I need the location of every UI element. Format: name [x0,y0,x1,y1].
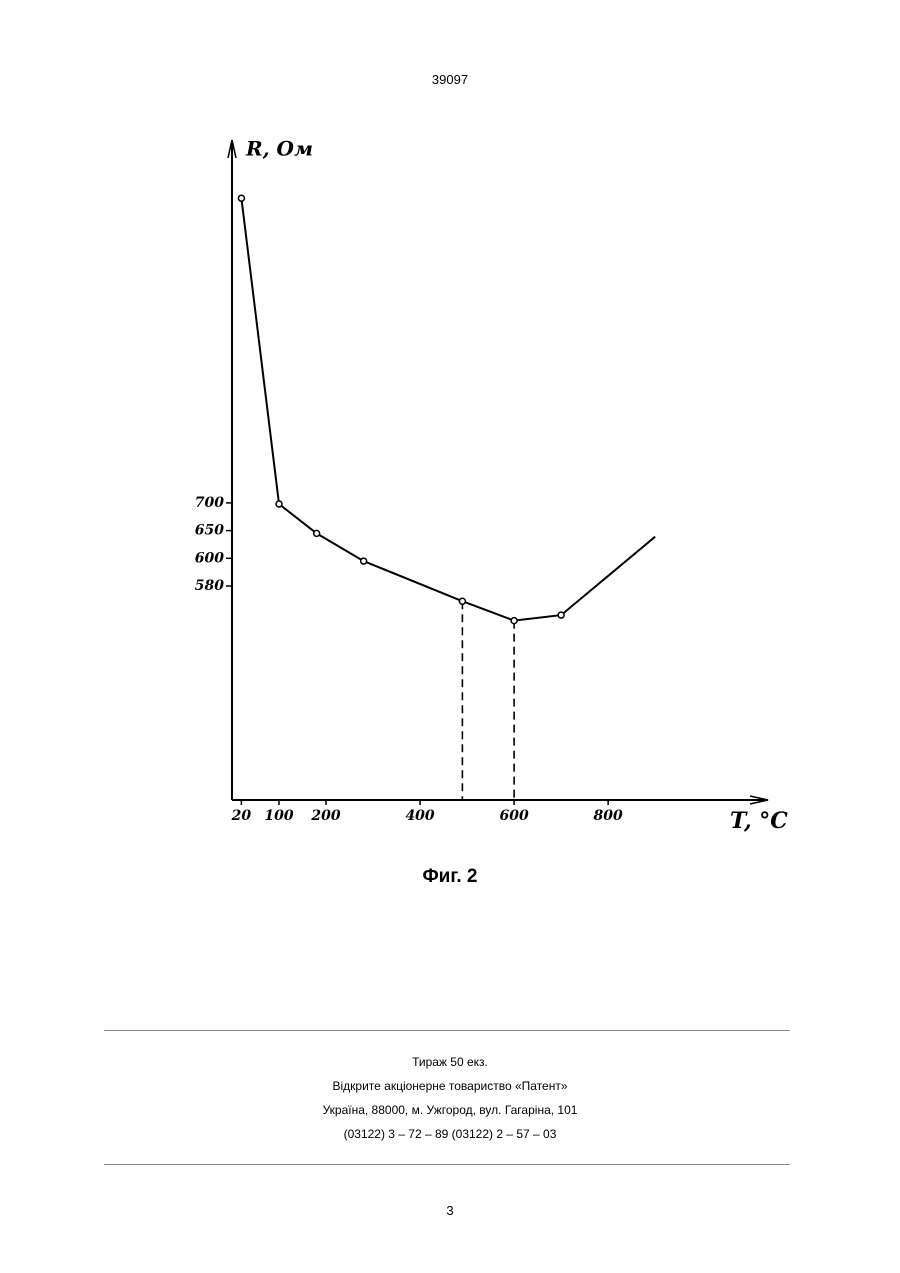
x-tick-label: 400 [405,808,434,824]
data-point [238,195,244,201]
x-tick-label: 200 [310,808,340,824]
x-tick-label: 800 [594,808,623,824]
data-point [558,612,564,618]
data-point [459,598,465,604]
separator [104,1030,790,1031]
x-tick-label: 600 [499,808,528,824]
y-tick-label: 650 [195,523,224,539]
separator [104,1164,790,1165]
footer-line: Тираж 50 екз. [0,1050,900,1074]
y-tick-label: 580 [195,578,224,594]
y-tick-label: 600 [195,550,224,566]
chart: R, Ом T, °C 580 600 650 700 20 100 200 400 600 80… [0,0,900,860]
data-point [361,558,367,564]
data-point [511,618,517,624]
y-axis-label: R, Ом [245,137,313,161]
footer-line: Відкрите акціонерне товариство «Патент» [0,1074,900,1098]
y-tick-label: 700 [195,495,224,511]
footer-line: Україна, 88000, м. Ужгород, вул. Гагарін… [0,1098,900,1122]
page-number: 3 [0,1203,900,1218]
data-point [276,501,282,507]
figure-caption: Фиг. 2 [0,866,900,888]
data-point [314,530,320,536]
x-axis-label: T, °C [730,808,788,834]
x-tick-label: 20 [231,808,252,824]
footer-line: (03122) 3 – 72 – 89 (03122) 2 – 57 – 03 [0,1122,900,1146]
x-tick-label: 100 [264,808,293,824]
data-line [241,198,655,620]
page: 39097 R, Ом T, °C 5806006507002010020040… [0,0,900,1273]
